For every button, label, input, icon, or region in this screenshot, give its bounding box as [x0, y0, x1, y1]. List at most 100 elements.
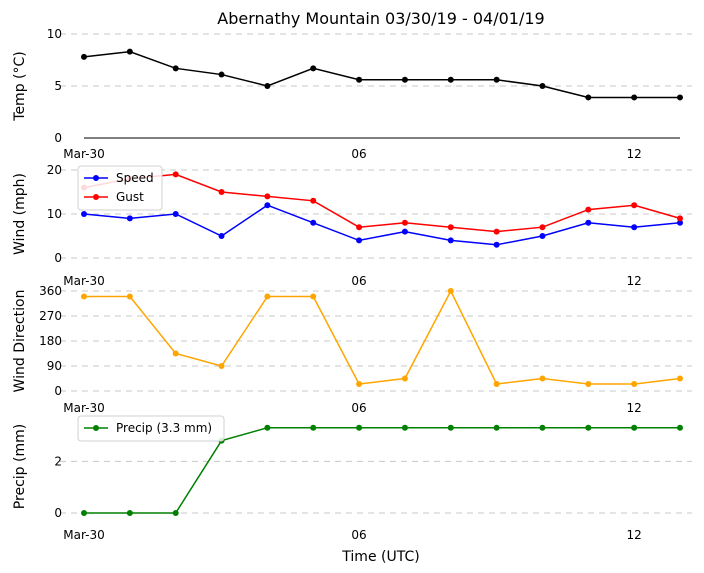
- y-axis-label: Precip (mm): [12, 424, 28, 509]
- data-point-speed: [493, 241, 500, 248]
- x-tick-label: Mar-30: [63, 274, 104, 288]
- data-point-speed: [631, 224, 638, 231]
- data-point-gust: [493, 228, 500, 235]
- panel-0: 0 5 10 Mar-30 06 12 Temp (°C): [12, 27, 692, 161]
- data-point-precip: [493, 424, 500, 431]
- series-line-speed: [83, 204, 681, 246]
- data-point-temp: [447, 76, 454, 83]
- series-line-gust: [83, 173, 681, 233]
- series-line-temp: [83, 50, 680, 99]
- data-point-gust: [264, 193, 271, 200]
- chart-title: Abernathy Mountain 03/30/19 - 04/01/19: [217, 9, 544, 28]
- data-point-precip: [81, 510, 87, 516]
- y-tick-label: 90: [47, 359, 62, 373]
- legend-label-gust: Gust: [116, 190, 144, 204]
- series-line-precip: [84, 427, 680, 514]
- y-tick-label: 270: [39, 309, 62, 323]
- data-point-temp: [539, 83, 546, 89]
- data-point-speed: [447, 237, 454, 244]
- data-point-speed: [356, 237, 363, 244]
- legend-label-precip: Precip (3.3 mm): [116, 421, 212, 435]
- data-point-temp: [264, 83, 271, 89]
- data-point-direction: [447, 288, 454, 294]
- data-point-speed: [677, 219, 683, 226]
- data-point-gust: [172, 171, 179, 178]
- y-axis-label: Wind Direction: [12, 290, 28, 393]
- x-tick-label: 12: [627, 401, 642, 415]
- y-tick-label: 2: [54, 454, 62, 468]
- y-axis-label: Temp (°C): [12, 51, 28, 121]
- data-point-gust: [218, 189, 225, 195]
- data-point-gust: [631, 202, 638, 209]
- y-tick-label: 360: [39, 284, 62, 298]
- data-point-gust: [677, 215, 683, 222]
- data-point-direction: [264, 293, 271, 300]
- data-point-speed: [310, 219, 317, 226]
- data-point-precip: [172, 510, 179, 516]
- legend-label-speed: Speed: [116, 171, 154, 185]
- legend-marker-precip: [93, 425, 99, 431]
- data-point-speed: [585, 219, 592, 226]
- data-point-precip: [447, 424, 454, 431]
- data-point-speed: [126, 215, 133, 222]
- panel-2: 0 90 180 270 360 Mar-30 06 12 Wind Direction: [12, 284, 692, 415]
- legend-marker-gust: [93, 194, 99, 200]
- legend: [77, 415, 225, 442]
- data-point-precip: [539, 424, 546, 431]
- y-tick-label: 180: [39, 334, 62, 348]
- data-point-precip: [310, 424, 317, 431]
- data-point-temp: [585, 94, 592, 101]
- x-tick-label: 06: [351, 401, 366, 415]
- data-point-gust: [585, 206, 592, 213]
- x-tick-label: 06: [351, 274, 366, 288]
- legend: [77, 165, 163, 211]
- data-point-temp: [401, 76, 408, 83]
- y-tick-label: 0: [54, 384, 62, 398]
- x-tick-label: Mar-30: [63, 401, 104, 415]
- data-point-direction: [539, 375, 546, 382]
- x-tick-label: 06: [351, 147, 366, 161]
- data-point-direction: [310, 293, 317, 300]
- x-axis-label: Time (UTC): [341, 549, 419, 565]
- legend-marker-speed: [93, 175, 99, 181]
- data-point-speed: [264, 202, 271, 209]
- data-point-precip: [585, 424, 592, 431]
- x-tick-label: 06: [351, 528, 366, 542]
- data-point-temp: [126, 48, 133, 55]
- data-point-precip: [631, 424, 638, 431]
- data-point-direction: [585, 381, 592, 388]
- panel-1: 0 10 20 Mar-30 06 12 Wind (mph) Speed Gust: [12, 163, 692, 288]
- data-point-precip: [126, 510, 133, 516]
- data-point-temp: [631, 94, 638, 101]
- data-point-temp: [356, 76, 363, 83]
- data-point-direction: [677, 375, 683, 382]
- x-tick-label: Mar-30: [63, 147, 104, 161]
- y-axis-label: Wind (mph): [12, 173, 28, 255]
- data-point-direction: [631, 381, 638, 388]
- x-tick-label: 12: [627, 274, 642, 288]
- x-tick-label: 12: [627, 528, 642, 542]
- data-point-gust: [310, 197, 317, 204]
- x-tick-label: 12: [627, 147, 642, 161]
- data-point-temp: [310, 65, 317, 72]
- y-tick-label: 10: [47, 27, 62, 41]
- data-point-direction: [126, 293, 133, 300]
- y-tick-label: 20: [47, 163, 62, 177]
- data-point-precip: [264, 424, 271, 431]
- data-point-temp: [493, 76, 500, 83]
- y-tick-label: 0: [54, 506, 62, 520]
- data-point-precip: [677, 424, 683, 431]
- data-point-temp: [81, 53, 87, 60]
- data-point-direction: [401, 375, 408, 382]
- y-tick-label: 0: [54, 251, 62, 265]
- data-point-temp: [218, 71, 225, 78]
- data-point-direction: [81, 293, 87, 300]
- x-tick-label: Mar-30: [63, 528, 104, 542]
- data-point-temp: [677, 94, 683, 101]
- data-point-speed: [401, 228, 408, 235]
- y-tick-label: 10: [47, 207, 62, 221]
- data-point-gust: [447, 224, 454, 231]
- data-point-direction: [493, 381, 500, 388]
- data-point-precip: [356, 424, 363, 431]
